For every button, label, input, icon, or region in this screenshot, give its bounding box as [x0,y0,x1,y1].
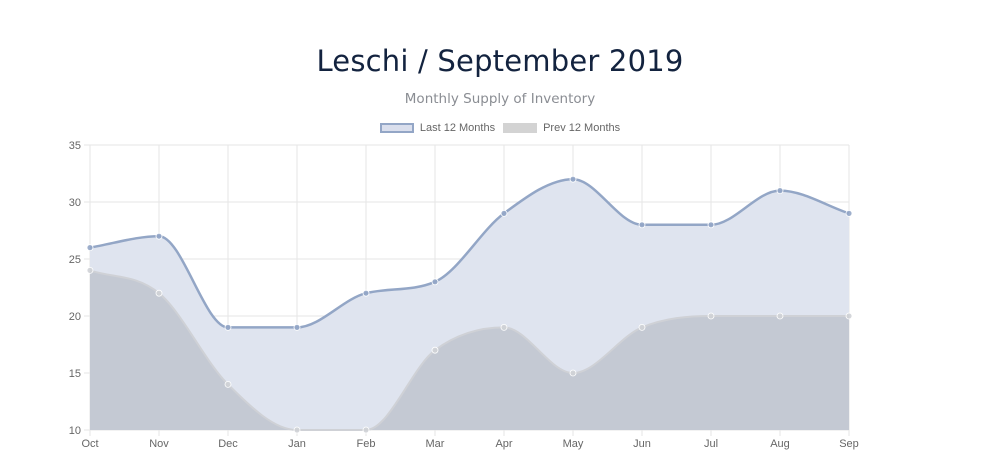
chart-areas [90,179,849,430]
chart-points [86,175,853,434]
area-prev-12-months [90,270,849,430]
data-point-last-12-months-may[interactable] [569,175,577,183]
data-point-prev-12-months-jun[interactable] [638,323,646,331]
x-tick-label: Sep [839,438,859,450]
data-point-last-12-months-apr[interactable] [500,209,508,217]
y-axis-ticks: 10 15 20 25 30 35 [69,140,81,437]
y-tick-label: 15 [69,368,81,380]
data-point-prev-12-months-apr[interactable] [500,323,508,331]
y-tick-label: 25 [69,254,81,266]
data-point-prev-12-months-aug[interactable] [776,312,784,320]
x-tick-label: Feb [357,438,376,450]
y-tick-label: 10 [69,425,81,437]
legend-swatch-prev-12-months [503,123,538,133]
legend-label-prev-12-months: Prev 12 Months [543,122,621,134]
x-tick-label: Aug [770,438,790,450]
legend-item-prev-12-months[interactable]: Prev 12 Months [503,122,620,134]
data-point-last-12-months-jun[interactable] [638,221,646,229]
data-point-last-12-months-dec[interactable] [224,323,232,331]
data-point-prev-12-months-oct[interactable] [86,266,94,274]
data-point-last-12-months-aug[interactable] [776,187,784,195]
chart-title: Leschi / September 2019 [316,44,684,78]
x-tick-label: Jan [288,438,306,450]
legend-label-last-12-months: Last 12 Months [419,122,496,134]
data-point-last-12-months-feb[interactable] [362,289,370,297]
data-point-prev-12-months-mar[interactable] [431,346,439,354]
data-point-last-12-months-mar[interactable] [431,278,439,286]
x-tick-label: Jun [633,438,651,450]
data-point-last-12-months-sep[interactable] [845,209,853,217]
line-last-12-months [89,177,850,329]
data-point-prev-12-months-may[interactable] [569,369,577,377]
y-tick-label: 20 [69,311,81,323]
x-tick-label: Jul [704,438,718,450]
data-point-prev-12-months-jul[interactable] [707,312,715,320]
data-point-prev-12-months-sep[interactable] [845,312,853,320]
data-point-last-12-months-jul[interactable] [707,221,715,229]
x-tick-label: Nov [149,438,169,450]
x-tick-label: May [563,438,584,450]
x-tick-label: Apr [495,438,512,450]
chart-subtitle: Monthly Supply of Inventory [404,91,596,107]
chart-legend: Last 12 Months Prev 12 Months [0,122,1000,134]
data-point-last-12-months-nov[interactable] [155,232,163,240]
y-tick-label: 35 [69,140,81,152]
x-tick-label: Mar [426,438,445,450]
legend-swatch-last-12-months [379,123,414,133]
x-axis-ticks: Oct Nov Dec Jan Feb Mar Apr May Jun Jul Aug Sep [81,438,858,450]
x-tick-label: Oct [81,438,98,450]
y-tick-label: 30 [69,197,81,209]
legend-item-last-12-months[interactable]: Last 12 Months [379,122,496,134]
data-point-prev-12-months-feb[interactable] [362,426,370,434]
x-tick-label: Dec [218,438,238,450]
data-point-last-12-months-jan[interactable] [293,323,301,331]
data-point-prev-12-months-dec[interactable] [224,380,232,388]
data-point-last-12-months-oct[interactable] [86,244,94,252]
data-point-prev-12-months-nov[interactable] [155,289,163,297]
data-point-prev-12-months-jan[interactable] [293,426,301,434]
